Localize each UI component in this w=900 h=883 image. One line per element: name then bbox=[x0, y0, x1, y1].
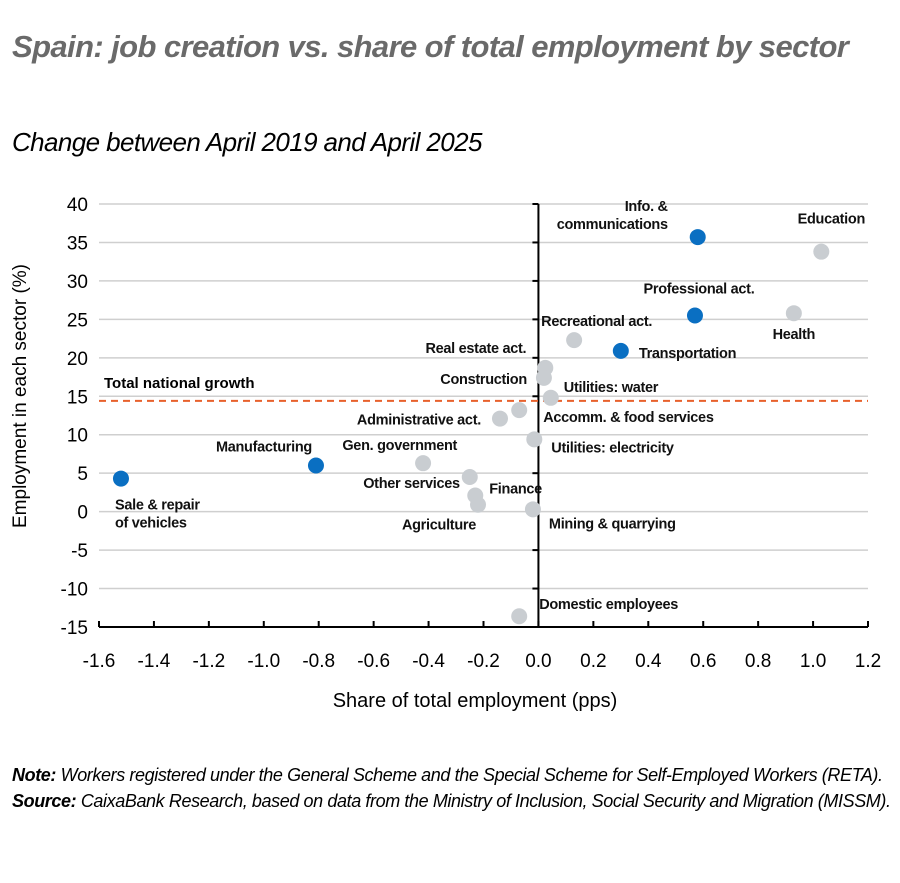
note: Note: Workers registered under the Gener… bbox=[12, 762, 892, 788]
x-tick-label: 1.2 bbox=[855, 651, 881, 672]
point-label: Education bbox=[798, 212, 865, 228]
point-label: Professional act. bbox=[643, 282, 754, 298]
x-tick-label: -0.8 bbox=[302, 651, 335, 672]
data-point[interactable] bbox=[511, 608, 528, 625]
point-label: Construction bbox=[440, 372, 527, 388]
x-tick-label: -0.2 bbox=[467, 651, 500, 672]
y-tick-label: 15 bbox=[67, 387, 88, 408]
x-axis: -1.6 -1.4 -1.2 -1.0 -0.8 -0.6 -0.4 -0.2 0.0 0.2 0.… bbox=[83, 621, 881, 672]
data-point[interactable] bbox=[542, 389, 559, 406]
x-tick-label: 1.0 bbox=[800, 651, 826, 672]
data-point[interactable] bbox=[535, 369, 552, 386]
y-tick-label: 30 bbox=[67, 272, 88, 293]
data-point[interactable] bbox=[686, 307, 703, 324]
x-tick-label: 0.0 bbox=[525, 651, 551, 672]
x-tick-label: -1.4 bbox=[138, 651, 171, 672]
data-point[interactable] bbox=[526, 431, 543, 448]
data-point[interactable] bbox=[307, 457, 324, 474]
data-point[interactable] bbox=[511, 402, 528, 419]
point-label: Mining & quarrying bbox=[549, 516, 676, 532]
chart-title: Spain: job creation vs. share of total e… bbox=[12, 29, 849, 64]
point-label: Info. & bbox=[625, 199, 669, 215]
x-tick-label: 0.4 bbox=[635, 651, 662, 672]
point-label: Recreational act. bbox=[541, 314, 652, 330]
data-point[interactable] bbox=[524, 501, 541, 518]
data-point[interactable] bbox=[112, 470, 129, 487]
x-axis-label: Share of total employment (pps) bbox=[332, 690, 618, 712]
gridlines bbox=[99, 203, 868, 590]
x-tick-label: -0.4 bbox=[412, 651, 445, 672]
y-tick-label: 0 bbox=[77, 503, 88, 524]
point-label: Finance bbox=[489, 481, 542, 497]
point-label: of vehicles bbox=[115, 516, 187, 532]
x-tick-label: -0.6 bbox=[357, 651, 390, 672]
x-tick-label: 0.6 bbox=[690, 651, 716, 672]
point-label: Gen. government bbox=[342, 438, 457, 454]
data-point[interactable] bbox=[491, 410, 508, 427]
point-label: Health bbox=[773, 327, 816, 343]
source-text: CaixaBank Research, based on data from t… bbox=[76, 791, 891, 811]
note-text: Workers registered under the General Sch… bbox=[56, 765, 883, 785]
source: Source: CaixaBank Research, based on dat… bbox=[12, 788, 892, 814]
y-tick-label: -5 bbox=[71, 541, 88, 562]
point-label: Sale & repair bbox=[115, 498, 200, 514]
x-tick-label: 0.2 bbox=[580, 651, 606, 672]
y-tick-label: 20 bbox=[67, 349, 88, 370]
x-tick-label: -1.0 bbox=[247, 651, 280, 672]
data-points bbox=[112, 229, 830, 625]
point-label: Accomm. & food services bbox=[543, 410, 714, 426]
total-national-growth-line: Total national growth bbox=[99, 375, 868, 402]
data-point[interactable] bbox=[461, 469, 478, 486]
point-label: Utilities: water bbox=[564, 380, 659, 396]
point-label: communications bbox=[557, 217, 668, 233]
data-point[interactable] bbox=[785, 305, 802, 322]
y-tick-label: -15 bbox=[61, 618, 88, 639]
point-label: Agriculture bbox=[402, 518, 476, 534]
x-tick-label: -1.6 bbox=[83, 651, 116, 672]
y-tick-label: 5 bbox=[77, 464, 88, 485]
data-point[interactable] bbox=[612, 342, 629, 359]
point-label: Manufacturing bbox=[216, 439, 312, 455]
data-point[interactable] bbox=[689, 229, 706, 246]
point-labels: Info. & communications Education Profession… bbox=[115, 199, 865, 613]
y-tick-label: 10 bbox=[67, 426, 88, 447]
footnotes: Note: Workers registered under the Gener… bbox=[12, 762, 892, 814]
x-tick-label: 0.8 bbox=[745, 651, 771, 672]
chart-subtitle: Change between April 2019 and April 2025 bbox=[12, 127, 482, 157]
y-tick-label: 40 bbox=[67, 195, 88, 216]
x-tick-label: -1.2 bbox=[192, 651, 225, 672]
y-tick-label: 25 bbox=[67, 310, 88, 331]
zero-vertical-axis bbox=[532, 203, 540, 628]
point-label: Real estate act. bbox=[425, 341, 526, 357]
point-label: Domestic employees bbox=[539, 597, 678, 613]
y-tick-label: -10 bbox=[61, 580, 88, 601]
note-label: Note: bbox=[12, 765, 56, 785]
source-label: Source: bbox=[12, 791, 77, 811]
data-point[interactable] bbox=[813, 243, 830, 260]
data-point[interactable] bbox=[470, 496, 487, 513]
point-label: Administrative act. bbox=[357, 413, 481, 429]
point-label: Transportation bbox=[639, 346, 736, 362]
y-axis-ticks: 40 35 30 25 20 15 10 5 0 -5 -10 -15 bbox=[61, 195, 88, 639]
data-point[interactable] bbox=[566, 332, 583, 349]
point-label: Other services bbox=[363, 476, 460, 492]
reference-line-label: Total national growth bbox=[104, 375, 255, 392]
y-tick-label: 35 bbox=[67, 233, 88, 254]
point-label: Utilities: electricity bbox=[551, 440, 674, 456]
data-point[interactable] bbox=[415, 455, 432, 472]
